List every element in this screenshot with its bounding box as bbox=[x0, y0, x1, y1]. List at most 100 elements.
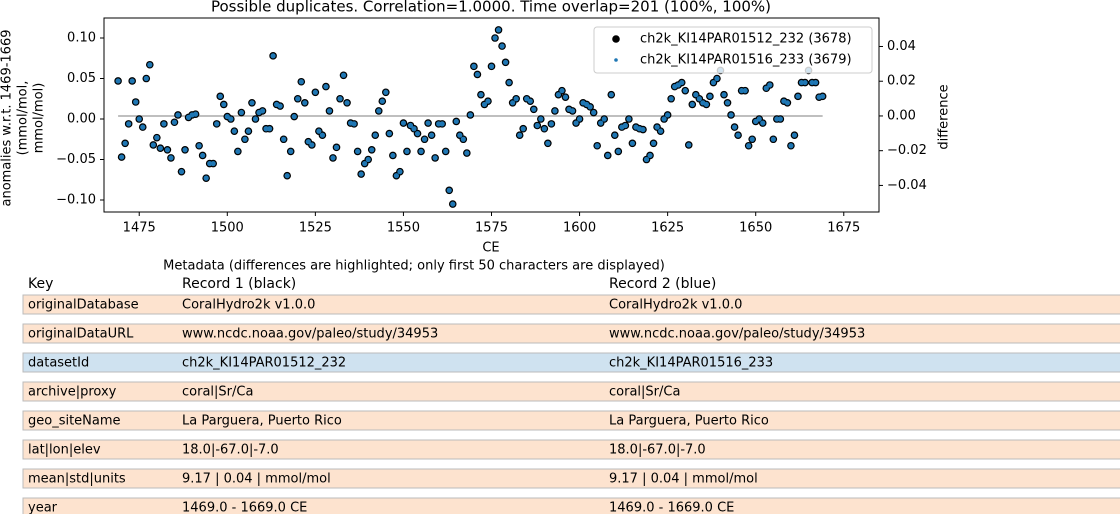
x-tick-label: 1650 bbox=[739, 221, 772, 236]
point-overlay bbox=[520, 126, 526, 132]
point-overlay bbox=[337, 96, 343, 102]
point-overlay bbox=[517, 132, 523, 138]
y-axis-label: mmol/mol) bbox=[32, 83, 47, 154]
table-cell: 9.17 | 0.04 | mmol/mol bbox=[182, 472, 331, 487]
point-overlay bbox=[439, 121, 445, 127]
x-tick-label: 1550 bbox=[387, 221, 420, 236]
point-overlay bbox=[686, 142, 692, 148]
point-overlay bbox=[703, 101, 709, 108]
table-row bbox=[22, 468, 1120, 489]
point-overlay bbox=[425, 120, 431, 126]
point-overlay bbox=[333, 144, 340, 150]
point-overlay bbox=[696, 96, 702, 102]
table-cell: ch2k_KI14PAR01512_232 bbox=[182, 356, 346, 371]
table-cell: La Parguera, Puerto Rico bbox=[182, 414, 342, 429]
point-overlay bbox=[784, 100, 791, 106]
point-overlay bbox=[534, 122, 540, 129]
point-overlay bbox=[481, 101, 488, 108]
point-overlay bbox=[376, 108, 382, 114]
point-overlay bbox=[710, 79, 717, 86]
table-cell: La Parguera, Puerto Rico bbox=[609, 414, 769, 429]
table-cell: originalDataURL bbox=[28, 327, 134, 342]
point-overlay bbox=[221, 101, 227, 108]
point-overlay bbox=[270, 53, 276, 59]
table-cell: CoralHydro2k v1.0.0 bbox=[609, 298, 742, 313]
point-overlay bbox=[196, 143, 202, 149]
point-overlay bbox=[622, 122, 628, 129]
legend-label: ch2k_KI14PAR01512_232 (3678) bbox=[640, 32, 852, 47]
point-overlay bbox=[506, 79, 512, 86]
point-overlay bbox=[474, 71, 481, 78]
y-tick-label: 0.05 bbox=[67, 71, 96, 86]
point-overlay bbox=[488, 63, 495, 69]
point-overlay bbox=[601, 116, 607, 122]
point-overlay bbox=[288, 148, 294, 155]
y-tick-label: 0.10 bbox=[67, 31, 96, 46]
point-overlay bbox=[266, 126, 273, 132]
table-cell: 1469.0 - 1669.0 CE bbox=[609, 501, 734, 514]
point-overlay bbox=[471, 63, 477, 69]
legend-marker bbox=[612, 35, 620, 43]
point-overlay bbox=[502, 59, 509, 65]
table-header: Record 2 (blue) bbox=[609, 276, 716, 292]
point-overlay bbox=[411, 126, 417, 132]
table-row bbox=[22, 439, 1120, 460]
point-overlay bbox=[358, 171, 364, 177]
point-overlay bbox=[629, 140, 636, 146]
point-overlay bbox=[499, 43, 505, 49]
point-overlay bbox=[203, 175, 209, 181]
table-cell: archive|proxy bbox=[28, 385, 117, 400]
point-overlay bbox=[122, 140, 128, 146]
table-cell: 9.17 | 0.04 | mmol/mol bbox=[609, 472, 758, 487]
point-overlay bbox=[569, 108, 576, 114]
point-overlay bbox=[760, 120, 766, 126]
y-axis-label: (mmol/mol, bbox=[16, 81, 31, 156]
y-tick-label: −0.05 bbox=[56, 152, 96, 167]
point-overlay bbox=[136, 116, 142, 122]
table-row bbox=[22, 497, 1120, 514]
point-overlay bbox=[573, 120, 579, 126]
table-row bbox=[22, 294, 1120, 315]
point-overlay bbox=[418, 148, 424, 155]
point-overlay bbox=[323, 84, 329, 90]
table-cell: year bbox=[28, 501, 58, 514]
point-overlay bbox=[608, 92, 614, 98]
point-overlay bbox=[594, 143, 600, 149]
point-overlay bbox=[119, 154, 125, 160]
point-overlay bbox=[495, 27, 502, 33]
point-overlay bbox=[735, 132, 741, 138]
point-overlay bbox=[126, 121, 132, 127]
y-tick-label: −0.10 bbox=[56, 193, 96, 208]
point-overlay bbox=[538, 116, 544, 122]
table-cell: geo_siteName bbox=[28, 414, 121, 429]
point-overlay bbox=[157, 145, 163, 151]
table-row bbox=[22, 381, 1120, 402]
point-overlay bbox=[742, 88, 748, 94]
table-header: Record 1 (black) bbox=[182, 276, 296, 292]
point-overlay bbox=[182, 147, 188, 153]
point-overlay bbox=[369, 147, 375, 153]
point-overlay bbox=[552, 108, 558, 114]
table-header: Key bbox=[28, 276, 53, 292]
point-overlay bbox=[756, 116, 762, 122]
point-overlay bbox=[812, 79, 819, 86]
point-overlay bbox=[249, 100, 255, 106]
y2-tick-label: −0.02 bbox=[887, 143, 927, 158]
point-overlay bbox=[129, 78, 135, 84]
point-overlay bbox=[492, 35, 498, 41]
table-cell: datasetId bbox=[28, 356, 89, 371]
point-overlay bbox=[665, 112, 671, 118]
point-overlay bbox=[820, 93, 826, 99]
legend-marker bbox=[614, 58, 618, 62]
point-overlay bbox=[245, 128, 252, 134]
point-overlay bbox=[284, 173, 290, 179]
point-overlay bbox=[510, 100, 516, 106]
point-overlay bbox=[432, 155, 438, 161]
point-overlay bbox=[372, 132, 378, 138]
point-overlay bbox=[545, 140, 551, 146]
x-tick-label: 1600 bbox=[563, 221, 596, 236]
point-overlay bbox=[305, 139, 311, 145]
point-overlay bbox=[791, 132, 798, 138]
point-overlay bbox=[312, 89, 318, 95]
point-overlay bbox=[728, 112, 734, 118]
